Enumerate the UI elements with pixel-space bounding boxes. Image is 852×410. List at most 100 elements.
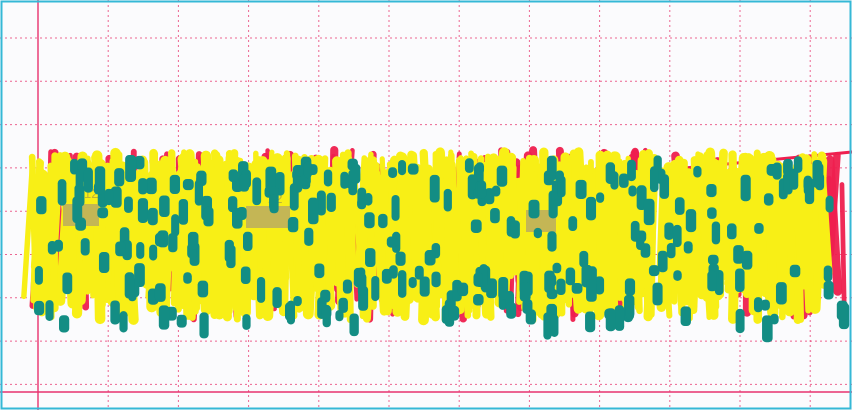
teal-dot [763, 193, 774, 206]
yellow-stroke [160, 164, 170, 279]
teal-dot [711, 221, 721, 245]
teal-dot [685, 209, 697, 233]
teal-dot [125, 155, 137, 182]
teal-dot [519, 282, 531, 302]
teal-dot [544, 270, 555, 293]
teal-dot [124, 196, 133, 213]
teal-dot [351, 163, 361, 184]
teal-dot [753, 297, 763, 313]
teal-dot [45, 300, 54, 321]
teal-dot [693, 165, 702, 178]
teal-dot [224, 239, 234, 263]
teal-dot [110, 300, 120, 325]
teal-dot [484, 188, 495, 205]
teal-dot [579, 250, 589, 268]
teal-dot [272, 287, 282, 309]
teal-dot [475, 162, 485, 175]
yellow-stroke [200, 169, 219, 294]
yellow-stroke [464, 175, 473, 314]
teal-dot [649, 166, 659, 193]
teal-dot [386, 236, 397, 248]
teal-dot [552, 262, 562, 274]
teal-dot [36, 196, 47, 215]
teal-dot [287, 217, 299, 233]
teal-dot [683, 241, 693, 254]
teal-dot [815, 162, 824, 185]
yellow-stroke [21, 158, 36, 300]
teal-dot [733, 245, 744, 264]
yellow-stroke [35, 165, 47, 317]
teal-dot [565, 267, 576, 286]
teal-dot [256, 276, 266, 303]
teal-dot [407, 163, 419, 175]
teal-dot [134, 155, 145, 170]
teal-dot [308, 197, 319, 225]
teal-dot [605, 308, 616, 332]
teal-dot [673, 270, 682, 281]
yellow-stroke [755, 152, 770, 285]
teal-dot [398, 160, 407, 176]
teal-dot [473, 272, 483, 287]
teal-dot [735, 308, 745, 334]
yellow-stroke [527, 171, 538, 325]
red-stroke [839, 182, 847, 323]
teal-dot [575, 179, 587, 199]
teal-dot [171, 214, 180, 237]
teal-dot [571, 282, 583, 294]
teal-dot [286, 300, 296, 325]
teal-dot [498, 276, 509, 300]
teal-dot [136, 242, 145, 259]
teal-dot [243, 231, 253, 252]
teal-dot [825, 195, 834, 213]
yellow-stroke [343, 170, 353, 290]
teal-dot [605, 162, 616, 184]
teal-dot [568, 216, 578, 232]
teal-dot [138, 178, 148, 195]
teal-dot [197, 280, 209, 298]
yellow-stroke [396, 169, 414, 304]
teal-dot [664, 222, 674, 240]
teal-dot [183, 272, 192, 284]
teal-dot [34, 266, 43, 285]
teal-dot [414, 265, 424, 280]
teal-dot [555, 170, 564, 183]
teal-dot [110, 186, 122, 208]
teal-dot [652, 282, 663, 306]
teal-dot [364, 193, 373, 206]
teal-dot [648, 265, 660, 277]
teal-dot [58, 315, 70, 333]
yellow-stroke [718, 169, 736, 281]
teal-dot [772, 162, 782, 180]
teal-dot-marks [34, 155, 850, 343]
teal-dot [389, 265, 398, 279]
teal-dot [424, 250, 436, 266]
teal-dot [293, 295, 302, 307]
teal-dot [104, 188, 114, 206]
code-patch [246, 206, 290, 228]
teal-dot [182, 178, 194, 191]
teal-dot [155, 232, 165, 247]
teal-dot [470, 219, 482, 233]
teal-dot [169, 174, 181, 195]
teal-dot [75, 217, 86, 231]
teal-dot [349, 313, 359, 337]
teal-dot [240, 266, 251, 285]
teal-dot [680, 306, 691, 326]
teal-dot [57, 179, 67, 206]
teal-dot [496, 165, 508, 187]
yellow-stroke [468, 150, 480, 274]
teal-dot [228, 196, 238, 213]
teal-dot [335, 309, 344, 322]
teal-dot [727, 223, 737, 240]
teal-dot [176, 314, 187, 328]
teal-dot [707, 207, 717, 219]
teal-dot [145, 177, 157, 195]
teal-dot [754, 223, 764, 234]
teal-dot [357, 198, 366, 209]
teal-dot [364, 212, 375, 229]
teal-dot [614, 305, 625, 331]
teal-dot [154, 283, 166, 302]
teal-dot [793, 156, 803, 173]
yellow-stroke [385, 156, 398, 310]
teal-dot [643, 198, 655, 226]
